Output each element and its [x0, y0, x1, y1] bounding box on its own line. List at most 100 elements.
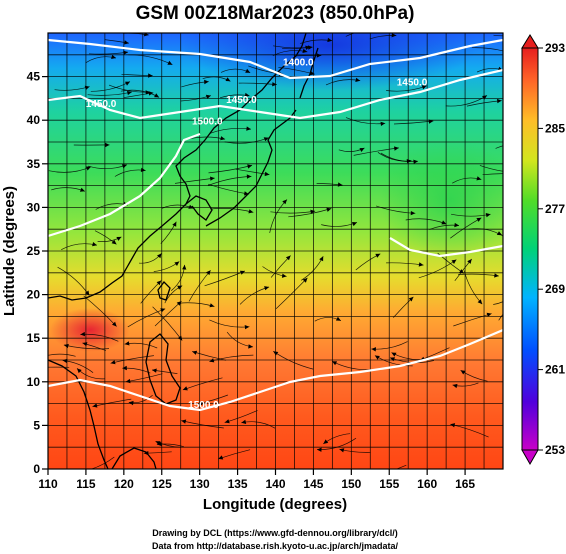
streamline: [479, 165, 503, 172]
streamline-arrow: [441, 220, 447, 225]
streamline-arrow: [418, 262, 424, 267]
streamline-arrow: [40, 365, 45, 369]
credit-drawing: Drawing by DCL (https://www.gfd-dennou.o…: [152, 528, 398, 538]
streamline-arrow: [244, 325, 250, 330]
streamline-arrow: [77, 368, 82, 374]
streamline-arrow: [220, 136, 226, 141]
streamline: [495, 145, 503, 149]
colorbar-tick-label: 269: [545, 282, 565, 296]
streamline-arrow: [323, 439, 329, 444]
streamline-arrow: [391, 33, 397, 38]
streamline-arrow: [374, 474, 379, 478]
streamline-arrow: [205, 94, 211, 99]
streamline-arrow: [92, 403, 98, 408]
streamline-arrow: [63, 343, 69, 349]
streamline-arrow: [406, 159, 412, 164]
streamline-arrow: [272, 82, 277, 87]
streamline-arrow: [459, 269, 464, 274]
x-tick-label: 160: [417, 477, 437, 491]
streamline-arrow: [310, 209, 316, 214]
streamline-arrow: [75, 470, 80, 474]
streamline-arrow: [181, 419, 187, 424]
streamline-arrow: [332, 361, 338, 366]
streamline-arrow: [374, 355, 380, 360]
y-tick-label: 20: [27, 288, 41, 302]
streamline: [493, 34, 503, 37]
streamline-arrow: [317, 447, 322, 452]
streamline-arrow: [316, 53, 322, 58]
streamline-arrow: [247, 164, 253, 169]
streamline: [471, 47, 503, 52]
height-contours: [48, 38, 503, 412]
x-tick-label: 150: [341, 477, 361, 491]
streamline-arrow: [112, 321, 117, 327]
x-axis-ticks: 110 115 120 125 130 135 140 145 150 155 160 165: [38, 469, 475, 491]
streamline-arrow: [248, 209, 254, 214]
streamline-arrow: [460, 370, 466, 375]
streamline-arrow: [204, 79, 209, 85]
x-tick-label: 155: [379, 477, 399, 491]
streamline-arrow: [337, 182, 343, 187]
streamline-arrow: [192, 350, 198, 355]
coastline-korea: [185, 195, 213, 221]
x-tick-label: 165: [455, 477, 475, 491]
colorbar-tick-label: 261: [545, 363, 565, 377]
colorbar-max-arrow: [521, 34, 539, 49]
y-tick-label: 35: [27, 157, 41, 171]
streamline-arrow: [454, 222, 459, 228]
streamline-arrow: [209, 303, 215, 308]
streamline-arrow: [125, 378, 131, 384]
streamline-arrow: [79, 187, 85, 192]
streamline-arrow: [125, 81, 130, 86]
streamline: [48, 353, 76, 357]
streamline-arrow: [390, 357, 395, 362]
x-tick-label: 130: [190, 477, 210, 491]
streamline-arrow: [513, 171, 518, 175]
streamline-arrow: [497, 98, 502, 104]
streamline-arrow: [319, 256, 324, 262]
coastline-borneo: [111, 447, 157, 469]
streamline-arrow: [209, 358, 215, 363]
streamline-arrow: [339, 448, 345, 453]
streamline: [502, 38, 503, 40]
streamline-arrow: [421, 85, 427, 90]
streamline-arrow: [451, 259, 457, 264]
streamline-arrow: [206, 270, 211, 276]
y-tick-label: 45: [27, 70, 41, 84]
coastline-sakhalin: [299, 47, 319, 99]
streamline-arrow: [174, 261, 180, 266]
streamline-arrow: [176, 301, 182, 306]
streamline-arrow: [273, 351, 279, 356]
contour-label: 1500.0: [188, 400, 219, 411]
streamline-arrow: [467, 259, 472, 264]
streamline-arrow: [160, 308, 166, 313]
streamline-arrow: [239, 270, 245, 275]
x-tick-label: 125: [152, 477, 172, 491]
streamline-arrow: [246, 174, 252, 179]
colorbar-tick-label: 293: [545, 41, 565, 55]
streamline-arrow: [394, 146, 399, 151]
streamline: [482, 173, 503, 176]
y-tick-label: 15: [27, 331, 41, 345]
streamline-arrow: [476, 176, 482, 181]
streamline-arrow: [155, 441, 161, 446]
colorbar-tick-label: 253: [545, 443, 565, 457]
streamline-arrow: [248, 344, 253, 349]
x-tick-label: 115: [76, 477, 96, 491]
x-tick-label: 140: [265, 477, 285, 491]
streamline: [345, 33, 356, 37]
contour-label: 1500.0: [192, 117, 223, 128]
streamline-arrow: [526, 28, 531, 32]
streamline: [498, 313, 503, 321]
streamline-arrow: [177, 335, 183, 341]
coastline-japan: [205, 109, 297, 227]
streamline-arrow: [210, 176, 215, 181]
streamline-arrow: [408, 296, 414, 302]
coastline-taiwan: [157, 281, 171, 301]
streamline-arrow: [218, 455, 224, 460]
cold-air-region: [180, 33, 480, 90]
colorbar-tick-label: 285: [545, 121, 565, 135]
streamline-arrow: [514, 289, 518, 294]
streamline: [493, 301, 503, 305]
